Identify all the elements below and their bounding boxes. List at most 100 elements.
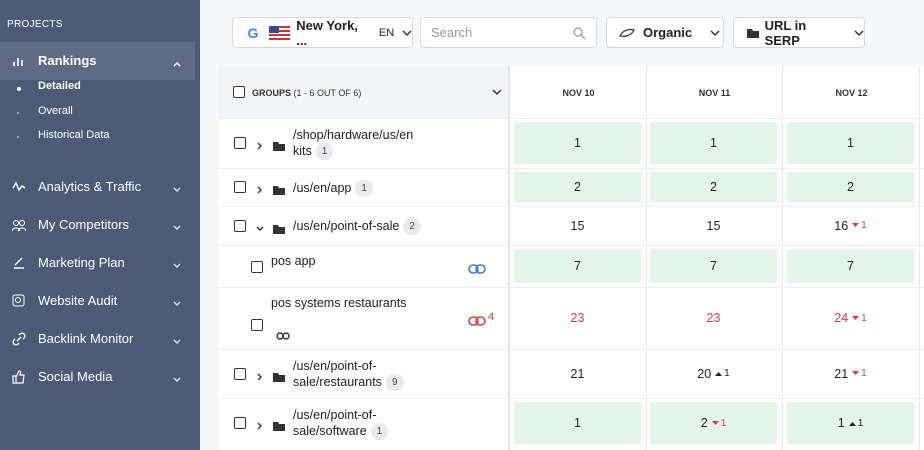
group-path: /us/en/app [293, 180, 352, 195]
rank-cell: 7 [650, 249, 777, 283]
nav-icon-glyph [12, 180, 26, 191]
view-selector[interactable]: URL in SERP [733, 17, 865, 48]
search-type-selector[interactable]: Organic [606, 17, 724, 48]
nav-chevron [172, 56, 182, 74]
organic-icon [619, 28, 635, 37]
nav-icon-glyph [12, 332, 26, 345]
rank-value: 7 [574, 259, 581, 273]
rank-value: 1 [574, 416, 581, 430]
change-value: 1 [724, 368, 730, 379]
nav-chevron [172, 334, 182, 352]
nav-subitem[interactable]: Detailed [38, 80, 81, 92]
checkbox[interactable] [234, 367, 246, 380]
checkbox[interactable] [251, 261, 263, 273]
nav-item[interactable]: Marketing Plan [38, 254, 125, 270]
nav-chevron-glyph [173, 301, 181, 306]
nav-chevron-glyph [173, 263, 181, 268]
change-value: 1 [857, 417, 864, 429]
folder-icon-glyph [273, 186, 285, 195]
column-divider [646, 66, 647, 450]
nav-chevron-glyph [173, 339, 181, 344]
rank-value: 20 [697, 366, 712, 381]
checkbox[interactable] [234, 137, 246, 149]
checkbox[interactable] [234, 181, 246, 193]
expand-icon [255, 369, 265, 387]
group-label: /us/en/point-of-sale/software 1 [293, 408, 421, 440]
checkbox[interactable] [233, 86, 245, 98]
nav-icon [12, 369, 26, 389]
expand-icon-glyph [257, 373, 262, 380]
nav-item[interactable]: Rankings [38, 53, 97, 68]
group-path: /us/en/point-of-sale [293, 219, 400, 233]
rank-change: 1 [852, 220, 867, 231]
change-value: 1 [861, 312, 867, 324]
collapse-icon-glyph [256, 226, 264, 231]
group-path: /shop/hardware/us/en kits [293, 128, 414, 158]
location: New York, ... [296, 17, 358, 48]
rank-cell: 23 [510, 287, 645, 349]
rank-cell: 1 [514, 402, 641, 444]
folder-icon [747, 28, 759, 38]
rank-cell: 15 [646, 206, 781, 245]
nav-icon-glyph [13, 58, 23, 66]
rank-cell: 24 1 [783, 287, 918, 349]
column-divider [782, 66, 783, 450]
url-label: pos app [271, 254, 316, 268]
groups-label: GROUPS [252, 88, 292, 98]
rank-change: 1 [852, 313, 867, 324]
rank-change: 1 [715, 368, 730, 379]
group-label: /us/en/app 1 [293, 179, 421, 197]
rank-change: 1 [852, 368, 867, 379]
checkbox[interactable] [251, 319, 263, 331]
flag-icon [268, 25, 291, 40]
link-icon-glyph [468, 264, 486, 274]
nav-chevron-glyph [173, 225, 181, 230]
rank-change: 1 [711, 418, 726, 429]
row-divider [218, 206, 924, 207]
folder-icon [273, 182, 285, 200]
nav-item[interactable]: Social Media [38, 368, 113, 384]
nav-item[interactable]: Website Audit [38, 292, 118, 308]
link-icon [468, 261, 486, 279]
row-divider [218, 287, 924, 288]
trend-arrow [852, 223, 860, 227]
row-divider [218, 168, 924, 169]
search-box[interactable]: Search [420, 17, 597, 48]
trend-arrow [711, 420, 719, 425]
rank-value: 1 [847, 136, 854, 150]
checkbox[interactable] [234, 417, 246, 429]
nav-item[interactable]: Analytics & Traffic [38, 178, 142, 194]
rank-cell: 2 [514, 172, 641, 202]
groups-header [218, 66, 508, 118]
group-count: 9 [385, 373, 404, 391]
bullet [17, 111, 19, 114]
nav-item[interactable]: Backlink Monitor [38, 330, 134, 346]
sidebar-heading: PROJECTS [7, 19, 63, 30]
group-path: /us/en/point-of-sale/software [293, 408, 377, 438]
trend-arrow [848, 421, 856, 426]
nav-item[interactable]: My Competitors [38, 216, 130, 232]
nav-chevron [172, 296, 182, 314]
rank-value: 1 [710, 136, 717, 150]
rank-cell: 21 [510, 349, 645, 398]
chevron[interactable] [492, 88, 502, 96]
link-count: 4 [488, 311, 495, 323]
nav-subitem[interactable]: Historical Data [38, 129, 110, 141]
folder-icon [273, 138, 285, 156]
folder-icon [273, 418, 285, 436]
location-selector[interactable]: G New York, ... EN [232, 17, 413, 48]
nav-subitem[interactable]: Overall [38, 104, 73, 117]
nav-icon [12, 54, 26, 73]
search-icon [573, 26, 586, 39]
nav-icon-glyph [12, 294, 25, 306]
nav-chevron [172, 220, 182, 238]
checkbox[interactable] [234, 219, 246, 232]
url-label: pos systems restaurants [271, 296, 407, 310]
rank-cell: 7 [787, 249, 914, 283]
change-value: 1 [861, 220, 867, 231]
rank-value: 2 [574, 180, 581, 194]
expand-icon [255, 182, 265, 200]
groups-range: (1 - 6 OUT OF 6) [293, 88, 362, 98]
collapse-icon [255, 221, 265, 239]
